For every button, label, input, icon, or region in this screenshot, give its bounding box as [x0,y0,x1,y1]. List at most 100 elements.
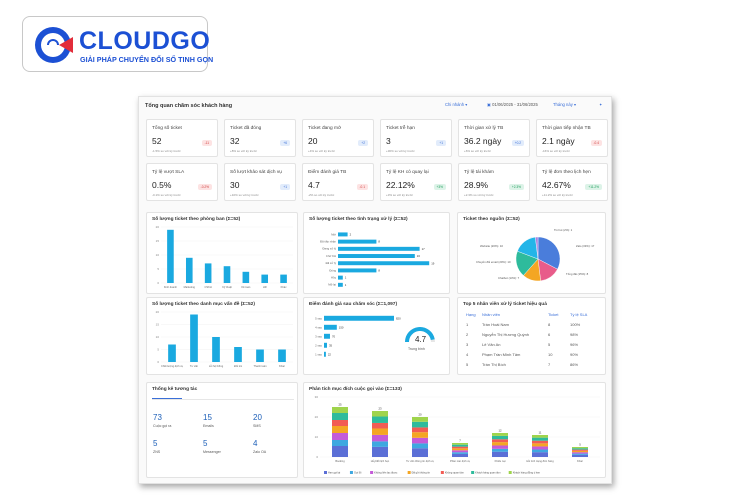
y-tick-label: 30 [315,395,319,399]
data-label: 150 [339,326,344,330]
category-chart: 0 5 10 15 20 Chất lượng dịch vụ Tư vấn Lỗi hệ t… [156,310,293,368]
bar [190,314,198,362]
x-tick-label: Khác [577,459,584,463]
stacked-bar-segment [532,437,548,441]
pie-label: Zalo (33%): 17 [576,244,595,248]
kpi-value: 42.67% [542,180,571,190]
stat-value: 73 [153,413,162,422]
data-label: 16 [417,254,421,258]
kpi-value: 3 [386,136,391,146]
bar [338,246,420,251]
kpi-subtext: +11.2% so với kỳ trước [542,193,573,197]
x-tick-label: Khiếu nại [495,459,506,463]
stacked-bar-segment [332,433,348,440]
x-tick-label: Tư vấn [190,364,199,368]
legend-label: Hẹn gọi lại [328,471,341,475]
data-label: 1 [345,283,347,287]
category-chart-card: Số lượng ticket theo danh mục vấn đề (Σ=… [146,297,298,375]
kpi-badge: -0.4 [590,140,602,146]
table-cell: 5 [548,342,551,347]
table-cell: 2 [466,332,469,337]
kpi-card: Điểm đánh giá TB 4.7 -0.1 -2% so với kỳ trư… [302,163,374,201]
y-tick-label: 10 [156,335,160,339]
bar [324,315,394,321]
stacked-bar-segment [572,449,588,451]
y-tick-label: 15 [156,323,160,327]
legend-swatch [324,471,327,474]
data-label: 12 [498,429,502,433]
data-label: 25 [338,403,342,407]
period-select[interactable]: Tháng này ▾ [553,102,577,107]
y-tick-label: 10 [156,253,160,257]
kpi-badge: +1 [436,140,446,146]
kpi-subtext: -16% so với kỳ trước [542,149,570,153]
stacked-bar-segment [572,448,588,450]
kpi-card: Tỷ lệ tái khám 28.9% +2.3% +2.3% so với kỳ … [458,163,530,201]
y-tick-label: Đã xử lý [326,261,337,265]
stacked-bar-segment [372,411,388,417]
y-tick-label: 3 sao [315,334,322,338]
data-label: 11 [539,431,542,435]
stacked-bar-segment [492,439,508,443]
period-label: Tháng này [553,102,573,107]
stat-value: 4 [253,439,258,448]
kpi-label: Tỷ lệ đơn theo lịch hẹn [542,170,591,175]
top5-card: Top 5 nhân viên xử lý ticket hiệu quả Hạ… [457,297,606,375]
kpi-label: Tổng số ticket [152,126,182,131]
kpi-badge: +0.2 [511,140,524,146]
kpi-card: Tỷ lệ vượt SLA 0.5% -0.2% -0.1% so với kỳ t… [146,163,218,201]
stacked-bar-segment [412,443,428,449]
source-chart-card: Ticket theo nguồn (Σ=52) Zalo (33%): 17 T… [457,212,606,294]
y-tick-label: 20 [156,225,160,229]
x-tick-label: Marketing [184,285,196,289]
pin-icon[interactable]: ✦ [599,102,603,107]
stacked-bar-segment [412,421,428,428]
kpi-subtext: +30% so với kỳ trước [386,149,415,153]
interaction-title: Thống kê tương tác [152,387,198,392]
calls-chart-card: Phân tích mục đích cuộc gọi vào (Σ=133) … [303,382,606,478]
stacked-bar-segment [532,443,548,447]
rating-value: 4.7 [415,335,427,344]
pie-slice [537,236,561,270]
bar [168,344,176,362]
stat-value: 5 [203,439,208,448]
x-tick-label: Thanh toán [253,364,267,368]
data-label: 19 [431,261,435,265]
stacked-bar-segment [452,453,468,457]
kpi-badge: +2 [358,140,368,146]
y-tick-label: Hủy [331,276,337,280]
data-label: 1 [345,276,347,280]
data-label: 70 [332,335,336,339]
date-range-picker[interactable]: ▣ 01/06/2025 - 31/06/2025 [487,102,538,107]
x-tick-label: Phàn nàn dịch vụ [450,459,471,463]
data-label: 22 [328,353,332,357]
branch-filter[interactable]: Chi nhánh ▾ [445,102,468,107]
bar [223,266,231,283]
stacked-bar-segment [332,413,348,420]
date-range: 01/06/2025 - 31/06/2025 [492,102,538,107]
y-tick-label: 15 [156,239,160,243]
bar [167,229,174,283]
kpi-label: Tỷ lệ vượt SLA [152,170,185,175]
stacked-bar-segment [372,446,388,457]
kpi-badge: +2.3% [508,184,524,190]
rating-chart: 5 sao 820 4 sao 150 3 sao 70 2 sao 35 1 sao 22 [315,315,435,357]
bar [324,342,327,348]
table-header: Hạng [466,312,476,317]
legend-label: Đã gửi thông tin [412,471,431,475]
rating-chart-title: Điểm đánh giá sau chăm sóc (Σ=1,097) [309,302,398,307]
kpi-label: Tỷ lệ KH có quay lại [386,170,429,175]
y-tick-label: Chờ KH [326,254,336,258]
kpi-subtext: +2.3% so với kỳ trước [464,193,494,197]
stacked-bar-segment [572,453,588,455]
pie-label: Tổng đài (15%): 8 [566,272,589,276]
kpi-label: Thời gian xử lý TB [464,126,504,131]
bar [324,324,337,330]
stacked-bar-segment [412,427,428,433]
kpi-value: 4.7 [308,180,320,190]
y-tick-label: 0 [157,281,159,285]
stat-label: Messenger [203,450,221,454]
stacked-bar-segment [332,440,348,446]
kpi-card: Tỷ lệ đơn theo lịch hẹn 42.67% +11.2% +11.2… [536,163,608,201]
stacked-bar-segment [452,444,468,447]
